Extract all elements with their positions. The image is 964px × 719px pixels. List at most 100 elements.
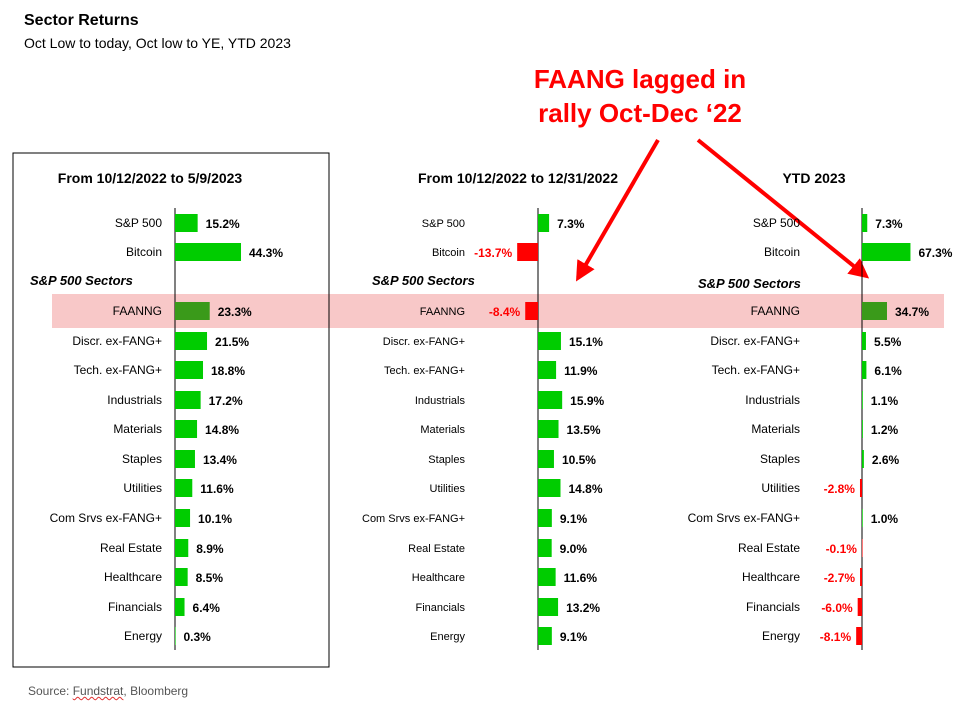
panel-1-category-label: Financials xyxy=(108,600,162,614)
panel-2-section-label: S&P 500 Sectors xyxy=(372,273,475,288)
panel-2-category-label: Materials xyxy=(420,424,465,436)
panel-1-data-label: 13.4% xyxy=(203,453,237,467)
panel-2-bar xyxy=(538,361,557,379)
panel-1-category-label: S&P 500 xyxy=(115,216,162,230)
panel-1-data-label: 21.5% xyxy=(215,335,249,349)
panel-1-category-label: FAANNG xyxy=(113,304,162,318)
panel-2-bar xyxy=(538,627,552,645)
panel-2-bar xyxy=(538,479,561,497)
panel-2-data-label: 7.3% xyxy=(557,217,585,231)
panel-1-category-label: Materials xyxy=(113,422,162,436)
panel-1-title: From 10/12/2022 to 5/9/2023 xyxy=(58,170,243,186)
panel-3-data-label: 1.1% xyxy=(871,394,899,408)
panel-2-data-label: -13.7% xyxy=(474,246,512,260)
panel-3-data-label: 2.6% xyxy=(872,453,900,467)
panel-1-category-label: Healthcare xyxy=(104,570,162,584)
panel-2-category-label: Staples xyxy=(428,454,465,466)
panel-3-bar xyxy=(861,539,863,557)
panel-3-bar xyxy=(862,214,868,232)
panel-2-bar xyxy=(538,539,552,557)
panel-1-bar xyxy=(175,539,189,557)
panel-2-data-label: -8.4% xyxy=(489,305,521,319)
panel-3-data-label: 1.0% xyxy=(871,512,899,526)
panel-1-category-label: Bitcoin xyxy=(126,245,162,259)
panel-2-data-label: 9.1% xyxy=(560,512,588,526)
panel-2-data-label: 10.5% xyxy=(562,453,596,467)
panel-1-data-label: 11.6% xyxy=(200,482,234,496)
panel-1-category-label: Discr. ex-FANG+ xyxy=(72,334,162,348)
panel-2-bar xyxy=(525,302,538,320)
panel-3-category-label: Real Estate xyxy=(738,541,800,555)
panel-1-bar xyxy=(175,420,198,438)
panel-1-data-label: 14.8% xyxy=(205,423,239,437)
panel-3-data-label: 6.1% xyxy=(874,364,902,378)
panel-3-data-label: 5.5% xyxy=(874,335,902,349)
panel-2-title: From 10/12/2022 to 12/31/2022 xyxy=(418,170,618,186)
panel-3-data-label: 34.7% xyxy=(895,305,929,319)
panel-3-category-label: FAANNG xyxy=(751,304,800,318)
panel-3-data-label: 7.3% xyxy=(875,217,903,231)
panel-3-bar xyxy=(862,509,863,527)
panel-2-category-label: Discr. ex-FANG+ xyxy=(383,336,465,348)
panel-3-data-label: -2.8% xyxy=(824,482,856,496)
panel-3-data-label: 1.2% xyxy=(871,423,899,437)
panel-3-bar xyxy=(862,391,863,409)
panel-1-category-label: Com Srvs ex-FANG+ xyxy=(50,511,162,525)
panel-3-bar xyxy=(862,361,867,379)
panel-1-data-label: 8.9% xyxy=(196,542,224,556)
panel-1-data-label: 8.5% xyxy=(196,571,224,585)
panel-2-category-label: FAANNG xyxy=(420,306,465,318)
panel-3-bar xyxy=(859,479,862,497)
panel-3-category-label: Discr. ex-FANG+ xyxy=(710,334,800,348)
panel-1-bar xyxy=(175,361,204,379)
panel-1-bar xyxy=(175,598,185,616)
panel-2-category-label: S&P 500 xyxy=(422,218,465,230)
chart-subtitle: Oct Low to today, Oct low to YE, YTD 202… xyxy=(24,35,291,51)
callout-line-2: rally Oct-Dec ‘22 xyxy=(538,98,742,128)
panel-2-data-label: 11.9% xyxy=(564,364,598,378)
panel-3-data-label: -2.7% xyxy=(824,571,856,585)
panel-2-category-label: Energy xyxy=(430,631,465,643)
panel-1-section-label: S&P 500 Sectors xyxy=(30,273,133,288)
panel-2-data-label: 14.8% xyxy=(568,482,602,496)
panel-3-data-label: -6.0% xyxy=(821,601,853,615)
panel-1-bar xyxy=(175,450,195,468)
panel-1-data-label: 23.3% xyxy=(218,305,252,319)
panel-3-category-label: Bitcoin xyxy=(764,245,800,259)
callout-line-1: FAANG lagged in xyxy=(533,64,747,94)
panel-2-category-label: Tech. ex-FANG+ xyxy=(384,365,465,377)
panel-2-bar xyxy=(538,420,559,438)
panel-2-category-label: Real Estate xyxy=(408,543,465,555)
panel-2-category-label: Com Srvs ex-FANG+ xyxy=(362,513,465,525)
faang-callout: FAANG lagged in rally Oct-Dec ‘22 xyxy=(520,62,760,130)
panel-3-category-label: Energy xyxy=(762,629,800,643)
panel-2-data-label: 15.1% xyxy=(569,335,603,349)
panel-3-category-label: Industrials xyxy=(745,393,800,407)
panel-2-category-label: Industrials xyxy=(415,395,466,407)
source-note: Source: Fundstrat, Bloomberg xyxy=(28,684,188,698)
panel-3-title: YTD 2023 xyxy=(782,170,845,186)
panel-3-category-label: Financials xyxy=(746,600,800,614)
panel-3-bar xyxy=(862,243,911,261)
panel-2-bar xyxy=(538,214,550,232)
panel-3-section-label: S&P 500 Sectors xyxy=(698,276,801,291)
panel-2-data-label: 15.9% xyxy=(570,394,604,408)
panel-3-category-label: Utilities xyxy=(761,481,800,495)
panel-1-category-label: Real Estate xyxy=(100,541,162,555)
panel-1-category-label: Energy xyxy=(124,629,162,643)
panel-3-data-label: -0.1% xyxy=(826,542,858,556)
panel-2-data-label: 11.6% xyxy=(564,571,598,585)
panel-2-category-label: Bitcoin xyxy=(432,247,465,259)
panel-1-bar xyxy=(175,479,193,497)
panel-1-data-label: 6.4% xyxy=(193,601,221,615)
panel-2-data-label: 9.1% xyxy=(560,630,588,644)
panel-2-data-label: 13.5% xyxy=(567,423,601,437)
panel-1-category-label: Tech. ex-FANG+ xyxy=(74,363,162,377)
panel-3-category-label: Staples xyxy=(760,452,800,466)
panel-3-bar xyxy=(862,302,887,320)
panel-1-bar xyxy=(175,302,210,320)
panel-3-bar xyxy=(862,332,866,350)
panel-2-data-label: 13.2% xyxy=(566,601,600,615)
panel-2-bar xyxy=(517,243,538,261)
panel-2-category-label: Utilities xyxy=(430,483,466,495)
